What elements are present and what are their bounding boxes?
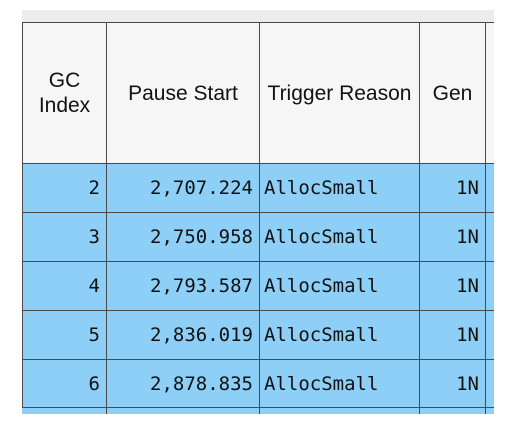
table-row[interactable]: 4 2,793.587 AllocSmall 1N: [22, 261, 494, 311]
cell-gen: 1N: [419, 212, 486, 262]
header-row: GC Index Pause Start Trigger Reason Gen: [22, 22, 494, 164]
cell-gc-index: 4: [22, 261, 107, 311]
cell-pause-start: 2,750.958: [106, 212, 260, 262]
cell-gen: 1N: [419, 359, 486, 409]
cell-gc-index: 5: [22, 310, 107, 360]
cell-gen: 1N: [419, 261, 486, 311]
cell-gc-index: 3: [22, 212, 107, 262]
gc-events-grid: GC Index Pause Start Trigger Reason Gen …: [22, 10, 494, 414]
cell-pause-start: 2,836.019: [106, 310, 260, 360]
table-row[interactable]: 3 2,750.958 AllocSmall 1N: [22, 212, 494, 262]
cell-next: [485, 359, 494, 409]
grid-divider: [485, 408, 486, 414]
table-header: GC Index Pause Start Trigger Reason Gen: [22, 22, 494, 164]
column-header-trigger-reason[interactable]: Trigger Reason: [259, 22, 420, 164]
cell-trigger-reason: AllocSmall: [259, 261, 420, 311]
table-row[interactable]: 5 2,836.019 AllocSmall 1N: [22, 310, 494, 360]
cell-gen: 1N: [419, 163, 486, 213]
cell-trigger-reason: AllocSmall: [259, 310, 420, 360]
grid-divider: [259, 408, 260, 414]
table-row-partial[interactable]: [22, 407, 494, 414]
column-header-gc-index[interactable]: GC Index: [22, 22, 107, 164]
cell-trigger-reason: AllocSmall: [259, 163, 420, 213]
cell-trigger-reason: AllocSmall: [259, 212, 420, 262]
cell-gen: 1N: [419, 310, 486, 360]
column-header-next[interactable]: [485, 22, 494, 164]
cell-next: [485, 261, 494, 311]
column-header-pause-start[interactable]: Pause Start: [106, 22, 260, 164]
column-header-gen[interactable]: Gen: [419, 22, 486, 164]
grid-divider: [419, 408, 420, 414]
cell-trigger-reason: AllocSmall: [259, 359, 420, 409]
cell-next: [485, 310, 494, 360]
table-row[interactable]: 6 2,878.835 AllocSmall 1N: [22, 359, 494, 409]
cell-gc-index: 2: [22, 163, 107, 213]
cell-pause-start: 2,707.224: [106, 163, 260, 213]
table-body: 2 2,707.224 AllocSmall 1N 3 2,750.958 Al…: [22, 163, 494, 409]
gc-events-table: GC Index Pause Start Trigger Reason Gen …: [22, 22, 494, 409]
cell-next: [485, 163, 494, 213]
cell-next: [485, 212, 494, 262]
cell-gc-index: 6: [22, 359, 107, 409]
cell-pause-start: 2,878.835: [106, 359, 260, 409]
table-row[interactable]: 2 2,707.224 AllocSmall 1N: [22, 163, 494, 213]
cell-pause-start: 2,793.587: [106, 261, 260, 311]
grid-divider: [106, 408, 107, 414]
